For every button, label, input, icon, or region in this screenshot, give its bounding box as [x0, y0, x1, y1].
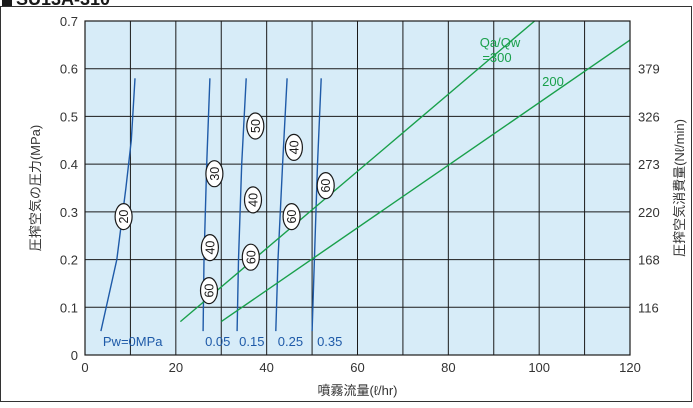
consumption-marker-oval [241, 243, 260, 271]
x-tick-label: 0 [81, 360, 88, 375]
consumption-marker: 20 [114, 203, 133, 231]
x-tick-label: 20 [169, 360, 183, 375]
tick-labels: 0 20 40 60 80 100 120 0 0.1 0.2 0.3 0.4 0.5 0.6 0.7 116… [60, 14, 660, 375]
x-tick-label: 40 [259, 360, 273, 375]
consumption-marker-oval [316, 172, 335, 200]
x-tick-label: 120 [619, 360, 641, 375]
header-title: SU13A-310 [16, 0, 110, 9]
water-pressure-label: 0.05 [205, 334, 230, 349]
consumption-marker: 30 [205, 160, 224, 188]
y-tick-label: 0 [71, 348, 78, 363]
consumption-marker-oval [205, 160, 224, 188]
consumption-marker-label: 20 [117, 210, 131, 224]
y-axis-label: 圧搾空気の圧力(MPa) [28, 125, 43, 251]
consumption-marker-label: 40 [287, 140, 301, 154]
grid [85, 21, 630, 355]
consumption-marker: 60 [199, 277, 219, 305]
consumption-marker-oval [114, 203, 133, 231]
consumption-marker-oval [284, 133, 303, 161]
y-tick-label: 0.2 [60, 253, 78, 268]
consumption-marker-label: 60 [319, 179, 333, 193]
outer-border [0, 6, 692, 402]
header: SU13A-310 [2, 0, 110, 9]
consumption-marker-label: 30 [208, 167, 222, 181]
data-series: Pw=0MPa 0.05 0.15 0.25 0.35 Qa/Qw=300 200 [100, 20, 631, 349]
x-tick-label: 100 [528, 360, 550, 375]
consumption-markers: 20 30 40 60 50 40 60 40 60 60 [114, 112, 335, 305]
consumption-marker-oval [282, 203, 301, 231]
water-pressure-curve [311, 78, 322, 332]
y-tick-label: 0.6 [60, 62, 78, 77]
consumption-marker-label: 50 [249, 119, 263, 133]
y2-tick-label: 116 [638, 300, 659, 315]
consumption-marker: 60 [316, 172, 335, 200]
y2-tick-label: 379 [638, 62, 660, 77]
consumption-marker-oval [246, 112, 265, 140]
consumption-marker: 40 [284, 133, 303, 161]
y2-axis-label: 圧搾空気消費量(Nℓ/min) [672, 119, 687, 257]
water-pressure-curve [275, 78, 288, 332]
consumption-marker-label: 60 [244, 250, 258, 264]
y2-tick-label: 273 [638, 157, 660, 172]
x-tick-label: 60 [350, 360, 364, 375]
air-ratio-label: =300 [482, 50, 511, 65]
water-pressure-label: Pw=0MPa [103, 334, 163, 349]
plot-border [84, 20, 631, 356]
y2-tick-label: 220 [638, 205, 660, 220]
y-tick-label: 0.4 [60, 157, 78, 172]
consumption-marker: 60 [282, 203, 301, 231]
y-tick-label: 0.3 [60, 205, 78, 220]
consumption-marker-oval [199, 277, 219, 305]
consumption-marker-label: 40 [247, 193, 261, 207]
air-ratio-label: 200 [542, 74, 564, 89]
water-pressure-label: 0.35 [317, 334, 342, 349]
consumption-marker: 40 [243, 186, 263, 214]
air-ratio-label: Qa/Qw [480, 35, 521, 50]
header-marker [2, 0, 12, 6]
water-pressure-label: 0.25 [278, 334, 303, 349]
y2-tick-label: 168 [638, 253, 660, 268]
consumption-marker: 40 [200, 234, 219, 262]
consumption-marker-label: 40 [203, 241, 217, 255]
x-tick-label: 80 [441, 360, 455, 375]
y-tick-label: 0.5 [60, 109, 78, 124]
water-pressure-label: 0.15 [239, 334, 264, 349]
air-ratio-line [220, 39, 631, 323]
water-pressure-curve [100, 78, 136, 332]
consumption-marker: 60 [241, 243, 260, 271]
water-pressure-curve [236, 78, 247, 332]
consumption-marker-label: 60 [203, 284, 217, 298]
x-axis-label: 噴霧流量(ℓ/hr) [317, 383, 397, 398]
consumption-marker-oval [200, 234, 219, 262]
consumption-marker-label: 60 [285, 210, 299, 224]
consumption-marker: 50 [246, 112, 265, 140]
y-tick-label: 0.1 [60, 300, 78, 315]
air-ratio-line [179, 20, 536, 323]
y-tick-label: 0.7 [60, 14, 78, 29]
consumption-marker-oval [243, 186, 263, 214]
y2-tick-label: 326 [638, 109, 660, 124]
